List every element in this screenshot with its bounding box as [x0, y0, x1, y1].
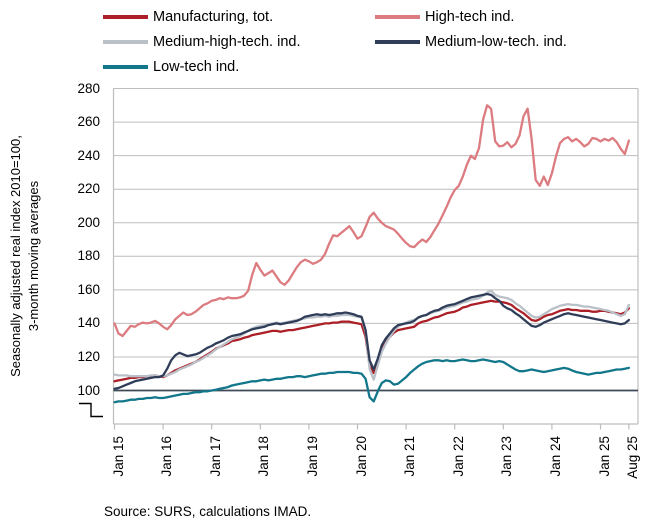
series-line-4 — [113, 358, 631, 404]
legend-label: Manufacturing, tot. — [153, 9, 274, 25]
legend-label: High-tech ind. — [425, 9, 515, 25]
x-tick-label: Jan 15 — [110, 436, 126, 477]
y-tick-label: 280 — [77, 80, 100, 96]
y-tick-label: 260 — [77, 114, 100, 130]
legend-item-low-tech: Low-tech ind. — [103, 57, 239, 77]
legend-item-medium-low-tech: Medium-low-tech. ind. — [375, 32, 567, 52]
y-axis-title: Seasonally adjusted real index 2010=100,… — [7, 81, 43, 431]
legend-label: Medium-high-tech. ind. — [153, 34, 301, 50]
y-tick-label: 160 — [77, 281, 100, 297]
series-line-1 — [113, 104, 631, 338]
x-tick-label: Jan 23 — [499, 436, 515, 477]
legend-label: Medium-low-tech. ind. — [425, 34, 567, 50]
x-tick-label: Jan 25 — [596, 436, 612, 477]
medium-low-tech-line-swatch-icon — [375, 40, 420, 44]
legend-item-medium-high-tech: Medium-high-tech. ind. — [103, 32, 301, 52]
legend-label: Low-tech ind. — [153, 59, 240, 75]
y-axis-title-line-1: Seasonally adjusted real index 2010=100, — [8, 135, 23, 377]
y-axis-title-line-2: 3-month moving averages — [26, 180, 41, 332]
y-tick-label: 100 — [77, 382, 100, 398]
low-tech-line-swatch-icon — [103, 65, 148, 69]
x-tick-label: Jan 22 — [450, 436, 466, 477]
x-tick-label: Jan 24 — [547, 436, 563, 477]
x-tick-label: Jan 18 — [256, 436, 272, 477]
y-tick-label: 180 — [77, 248, 100, 264]
high-tech-line-swatch-icon — [375, 15, 420, 19]
x-tick-label: Aug 25 — [624, 436, 640, 479]
medium-high-tech-line-swatch-icon — [103, 40, 148, 44]
axis-break-icon — [79, 402, 103, 418]
y-tick-label: 220 — [77, 181, 100, 197]
manufacturing-line-swatch-icon — [103, 15, 148, 19]
y-tick-label: 200 — [77, 214, 100, 230]
legend-item-high-tech: High-tech ind. — [375, 7, 514, 27]
x-tick-label: Jan 17 — [207, 436, 223, 477]
y-tick-label: 120 — [77, 348, 100, 364]
x-tick-label: Jan 21 — [402, 436, 418, 477]
y-tick-label: 240 — [77, 147, 100, 163]
x-tick-label: Jan 20 — [353, 436, 369, 477]
y-tick-label: 140 — [77, 315, 100, 331]
x-tick-label: Jan 19 — [304, 436, 320, 477]
legend-item-manufacturing: Manufacturing, tot. — [103, 7, 273, 27]
x-tick-label: Jan 16 — [159, 436, 175, 477]
series-line-3 — [113, 292, 631, 390]
series-line-2 — [113, 289, 631, 381]
source-note: Source: SURS, calculations IMAD. — [104, 504, 312, 519]
